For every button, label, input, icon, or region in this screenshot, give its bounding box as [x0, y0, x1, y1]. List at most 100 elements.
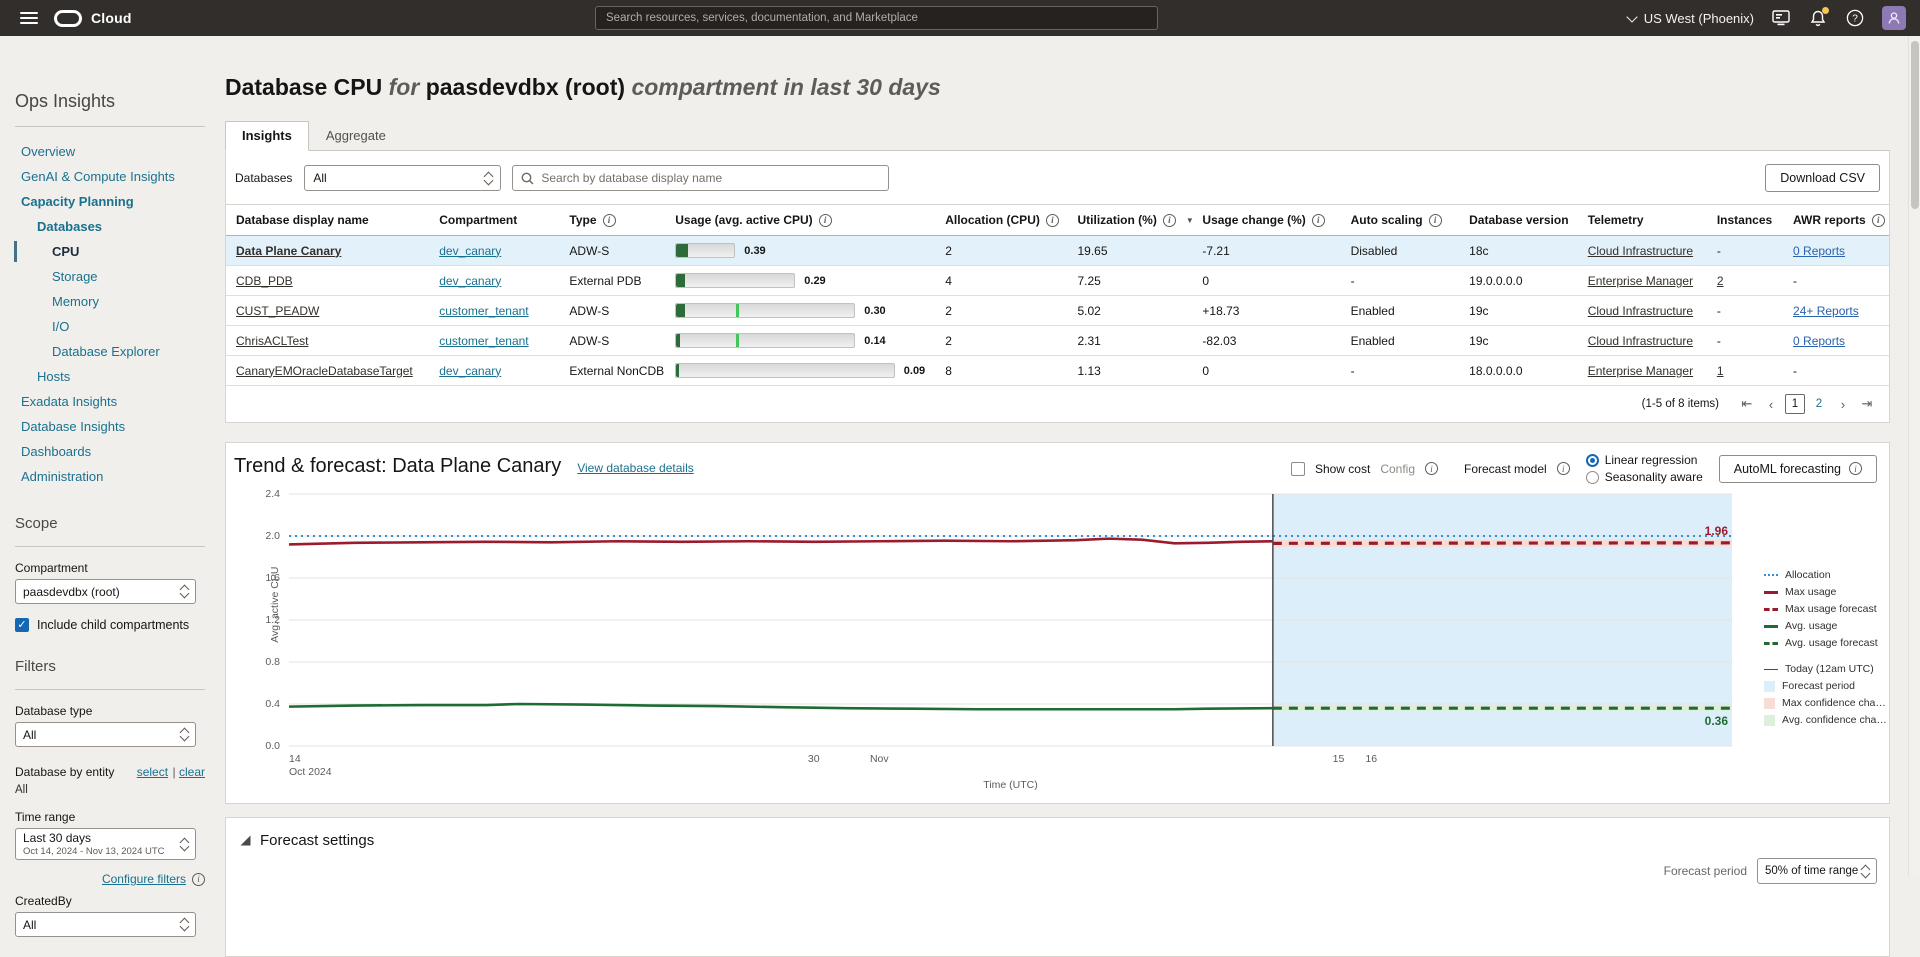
info-icon[interactable]: i [1556, 462, 1570, 475]
tab-aggregate[interactable]: Aggregate [325, 128, 386, 143]
pagination-first-icon[interactable]: ⇤ [1741, 396, 1753, 411]
sidebar-item-hosts[interactable]: Hosts [37, 369, 71, 384]
column-header-autoscaling[interactable]: Auto scaling i [1340, 204, 1460, 236]
sidebar-item-dashboards[interactable]: Dashboards [21, 444, 92, 459]
compartment-link[interactable]: dev_canary [439, 243, 502, 258]
databases-select[interactable]: All [304, 165, 502, 191]
pagination-page-2[interactable]: 2 [1815, 398, 1823, 410]
sidebar-item-capacity-planning[interactable]: Capacity Planning [21, 194, 134, 209]
column-header-usage_change[interactable]: Usage change (%) i [1192, 204, 1341, 236]
column-header-type[interactable]: Type i [559, 204, 666, 236]
info-icon[interactable]: i [1045, 213, 1059, 227]
legend-swatch [1764, 574, 1778, 576]
pagination-last-icon[interactable]: ⇥ [1861, 396, 1873, 411]
pagination-prev-icon[interactable]: ‹ [1768, 396, 1774, 412]
column-header-utilization[interactable]: Utilization (%) i [1067, 204, 1193, 236]
info-icon[interactable]: i [602, 213, 616, 227]
hamburger-menu-icon[interactable] [20, 12, 38, 24]
database-name-link[interactable]: CanaryEMOracleDatabaseTarget [236, 363, 413, 378]
configure-filters-link[interactable]: Configure filters [101, 872, 186, 886]
info-icon[interactable]: i [1311, 213, 1325, 227]
sidebar-item-overview[interactable]: Overview [21, 144, 76, 159]
sidebar-item-storage[interactable]: Storage [52, 269, 98, 284]
download-csv-button[interactable]: Download CSV [1765, 164, 1880, 192]
include-child-compartments-checkbox[interactable]: ✓ Include child compartments [15, 618, 225, 632]
telemetry-link[interactable]: Cloud Infrastructure [1587, 333, 1694, 348]
entity-select-link[interactable]: select [136, 765, 169, 779]
column-header-allocation[interactable]: Allocation (CPU) i [935, 204, 1068, 236]
column-header-name[interactable]: Database display name [226, 204, 430, 236]
column-header-telemetry[interactable]: Telemetry [1577, 204, 1707, 236]
legend-swatch [1764, 697, 1775, 709]
sidebar-item-database-explorer[interactable]: Database Explorer [52, 344, 160, 359]
compartment-link[interactable]: customer_tenant [439, 303, 529, 318]
instances-link[interactable]: 1 [1716, 363, 1724, 378]
sidebar-nav: Overview GenAI & Compute Insights Capacity… [0, 139, 225, 489]
awr-reports-link[interactable]: 0 Reports [1793, 243, 1846, 258]
forecast-period-select[interactable]: 50% of time range [1757, 858, 1877, 884]
page-scrollbar[interactable] [1908, 36, 1920, 876]
pagination-next-icon[interactable]: › [1840, 396, 1846, 412]
compartment-link[interactable]: dev_canary [439, 273, 502, 288]
view-database-details-link[interactable]: View database details [577, 461, 694, 475]
info-icon[interactable]: i [1162, 213, 1176, 227]
compartment-link[interactable]: dev_canary [439, 363, 502, 378]
seasonality-aware-radio[interactable]: Seasonality aware [1585, 470, 1703, 484]
info-icon[interactable]: i [1428, 213, 1442, 227]
compartment-select[interactable]: paasdevdbx (root) [15, 579, 196, 604]
info-icon[interactable]: i [192, 872, 205, 886]
telemetry-link[interactable]: Enterprise Manager [1587, 363, 1694, 378]
column-header-instances[interactable]: Instances [1706, 204, 1784, 236]
database-search-input[interactable] [541, 171, 881, 185]
awr-reports-link[interactable]: 0 Reports [1793, 333, 1846, 348]
sidebar-item-genai-compute-insights[interactable]: GenAI & Compute Insights [21, 169, 175, 184]
sidebar-item-administration[interactable]: Administration [21, 469, 104, 484]
region-selector[interactable]: US West (Phoenix) [1626, 11, 1754, 26]
legend-label: Avg. confidence cha… [1782, 714, 1887, 726]
automl-forecasting-button[interactable]: AutoML forecasting i [1718, 454, 1877, 483]
database-type-select[interactable]: All [15, 722, 196, 747]
entity-clear-link[interactable]: clear [178, 765, 205, 779]
info-icon[interactable]: i [1871, 213, 1885, 227]
compartment-link[interactable]: customer_tenant [439, 333, 529, 348]
linear-regression-radio[interactable]: Linear regression [1585, 453, 1703, 467]
notifications-bell-icon[interactable] [1808, 7, 1829, 28]
cloud-shell-icon[interactable] [1771, 8, 1791, 28]
awr-reports-link[interactable]: 24+ Reports [1793, 303, 1859, 318]
info-icon[interactable]: i [1425, 462, 1438, 475]
column-label: Utilization (%) [1077, 213, 1157, 227]
scrollbar-thumb[interactable] [1911, 41, 1919, 209]
sidebar-item-database-insights[interactable]: Database Insights [21, 419, 126, 434]
pagination-page-1[interactable]: 1 [1785, 394, 1805, 414]
telemetry-link[interactable]: Cloud Infrastructure [1587, 243, 1694, 258]
user-avatar[interactable] [1882, 6, 1906, 30]
collapse-icon[interactable] [240, 835, 251, 846]
global-search-input[interactable] [595, 6, 1158, 30]
brand[interactable]: Cloud [54, 9, 132, 27]
column-header-compartment[interactable]: Compartment [429, 204, 560, 236]
database-by-entity-label: Database by entity [15, 765, 115, 779]
help-icon[interactable]: ? [1845, 8, 1865, 28]
sidebar-item-databases[interactable]: Databases [37, 219, 103, 234]
tab-insights[interactable]: Insights [225, 121, 309, 151]
sidebar-item-memory[interactable]: Memory [52, 294, 99, 309]
database-name-link[interactable]: Data Plane Canary [236, 243, 342, 258]
column-header-version[interactable]: Database version [1459, 204, 1578, 236]
column-header-awr[interactable]: AWR reports i [1783, 204, 1889, 236]
show-cost-checkbox[interactable] [1290, 461, 1305, 476]
database-name-link[interactable]: ChrisACLTest [236, 333, 309, 348]
sidebar-item-exadata-insights[interactable]: Exadata Insights [21, 394, 118, 409]
info-icon[interactable]: i [818, 213, 832, 227]
sidebar-item-i-o[interactable]: I/O [52, 319, 70, 334]
cell-telemetry: Cloud Infrastructure [1577, 235, 1707, 266]
telemetry-link[interactable]: Enterprise Manager [1587, 273, 1694, 288]
database-name-link[interactable]: CDB_PDB [236, 273, 293, 288]
column-header-usage[interactable]: Usage (avg. active CPU) i [665, 204, 936, 236]
telemetry-link[interactable]: Cloud Infrastructure [1587, 303, 1694, 318]
database-name-link[interactable]: CUST_PEADW [236, 303, 320, 318]
column-label: Usage (avg. active CPU) [675, 213, 813, 227]
instances-link[interactable]: 2 [1716, 273, 1724, 288]
createdby-select[interactable]: All [15, 912, 196, 937]
time-range-select[interactable]: Last 30 days Oct 14, 2024 - Nov 13, 2024… [15, 828, 196, 860]
sidebar-item-cpu[interactable]: CPU [0, 239, 225, 264]
